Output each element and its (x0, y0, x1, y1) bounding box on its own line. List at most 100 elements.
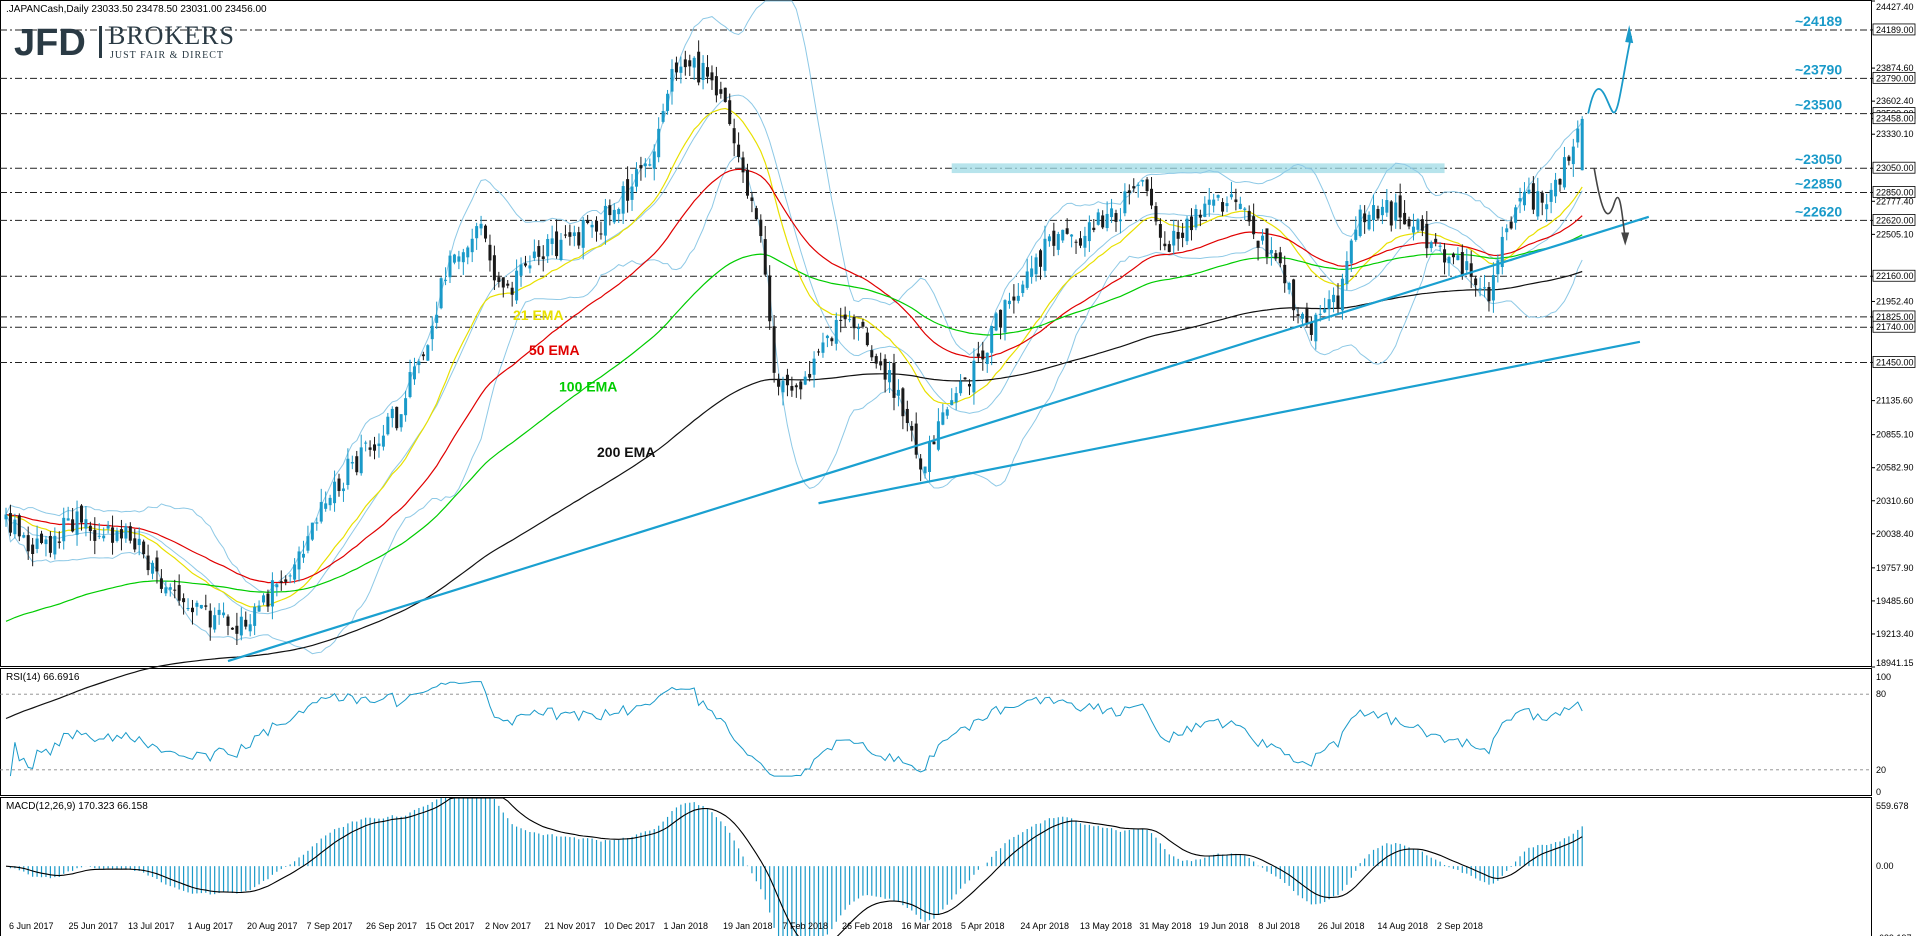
candle (186, 598, 190, 611)
candle (93, 517, 97, 555)
level-label: ~23790 (1795, 61, 1842, 77)
projection-arrows (1587, 25, 1634, 246)
logo-brokers: BROKERS (108, 21, 235, 50)
candle (461, 248, 465, 275)
candle (568, 224, 572, 246)
candle (1367, 211, 1371, 231)
rsi-tick-label: 100 (1876, 672, 1891, 682)
candle (1047, 234, 1051, 247)
candle (812, 351, 816, 388)
candle (1394, 193, 1398, 229)
candle (1389, 200, 1393, 232)
candle (355, 450, 359, 476)
date-tick-label: 10 Dec 2017 (604, 921, 655, 931)
resistance-zone (951, 163, 1445, 174)
price-tick-label: 24189.00 (1876, 25, 1914, 35)
candle (1349, 238, 1353, 272)
horizontal-levels (0, 29, 1871, 363)
candle (608, 199, 612, 226)
candle (586, 214, 590, 225)
candle (204, 594, 208, 611)
rsi-tick-label: 0 (1876, 787, 1881, 797)
candle (364, 440, 368, 452)
price-tick-label: 20038.40 (1876, 529, 1914, 539)
candle (1154, 202, 1158, 226)
candle (563, 225, 567, 239)
candle (688, 54, 692, 77)
candle (785, 368, 789, 397)
candle (399, 414, 403, 432)
candle (17, 513, 21, 542)
candle (674, 56, 678, 81)
candle (990, 325, 994, 366)
candle (84, 506, 88, 537)
price-tick-label: 22160.00 (1876, 271, 1914, 281)
candle (905, 400, 909, 432)
candle (1256, 240, 1260, 261)
candle (621, 181, 625, 224)
candle (1034, 253, 1038, 282)
ema21-label: 21 EMA (513, 307, 564, 323)
candle (417, 358, 421, 374)
candle (794, 383, 798, 398)
candle (470, 228, 474, 263)
ema50-label: 50 EMA (529, 342, 580, 358)
candle (856, 323, 860, 341)
candle (692, 56, 696, 81)
candle (1309, 316, 1313, 341)
candle (976, 341, 980, 363)
candle (1287, 281, 1291, 295)
candle (26, 526, 30, 560)
candle (1296, 307, 1300, 324)
price-tick-label: 23790.00 (1876, 73, 1914, 83)
candle (941, 403, 945, 426)
date-tick-label: 8 Jul 2018 (1258, 921, 1300, 931)
candle (950, 388, 954, 406)
candle (1110, 198, 1114, 224)
candle (213, 607, 217, 633)
price-tick-label: 22850.00 (1876, 187, 1914, 197)
level-label: ~24189 (1795, 13, 1842, 29)
candle (1096, 208, 1100, 226)
candle (1283, 255, 1287, 293)
candle (901, 387, 905, 430)
candle (697, 40, 701, 86)
price-tick-label: 22620.00 (1876, 215, 1914, 225)
candle (190, 599, 194, 625)
date-tick-label: 2 Sep 2018 (1437, 921, 1483, 931)
candle (1531, 176, 1535, 215)
trendline-2 (818, 340, 1641, 505)
candle (324, 491, 328, 512)
candle (1403, 200, 1407, 225)
price-tick-label: 21450.00 (1876, 357, 1914, 367)
candle (1105, 201, 1109, 232)
candle (532, 239, 536, 262)
macd-tick-label: -639.197 (1876, 933, 1912, 936)
arrow-head-down (1621, 232, 1630, 246)
candle (1158, 218, 1162, 251)
price-tick-label: 22505.10 (1876, 229, 1914, 239)
candle (22, 532, 26, 539)
candle (1518, 187, 1522, 214)
candle (359, 434, 363, 476)
candle (759, 214, 763, 243)
candle (843, 306, 847, 327)
price-tick-label: 21135.60 (1876, 396, 1913, 406)
candle (506, 280, 510, 289)
candle (1536, 177, 1540, 220)
candle (404, 390, 408, 422)
candle (466, 245, 470, 265)
candle (381, 424, 385, 451)
ema21-line (5, 107, 1583, 608)
candle (817, 348, 821, 356)
candle (985, 352, 989, 373)
candle (111, 515, 115, 555)
candle (1021, 280, 1025, 297)
candle (830, 336, 834, 346)
candle (1216, 194, 1220, 201)
candle (865, 327, 869, 347)
candle (546, 234, 550, 263)
price-tick-label: 19757.90 (1876, 563, 1914, 573)
candle (1416, 218, 1420, 233)
